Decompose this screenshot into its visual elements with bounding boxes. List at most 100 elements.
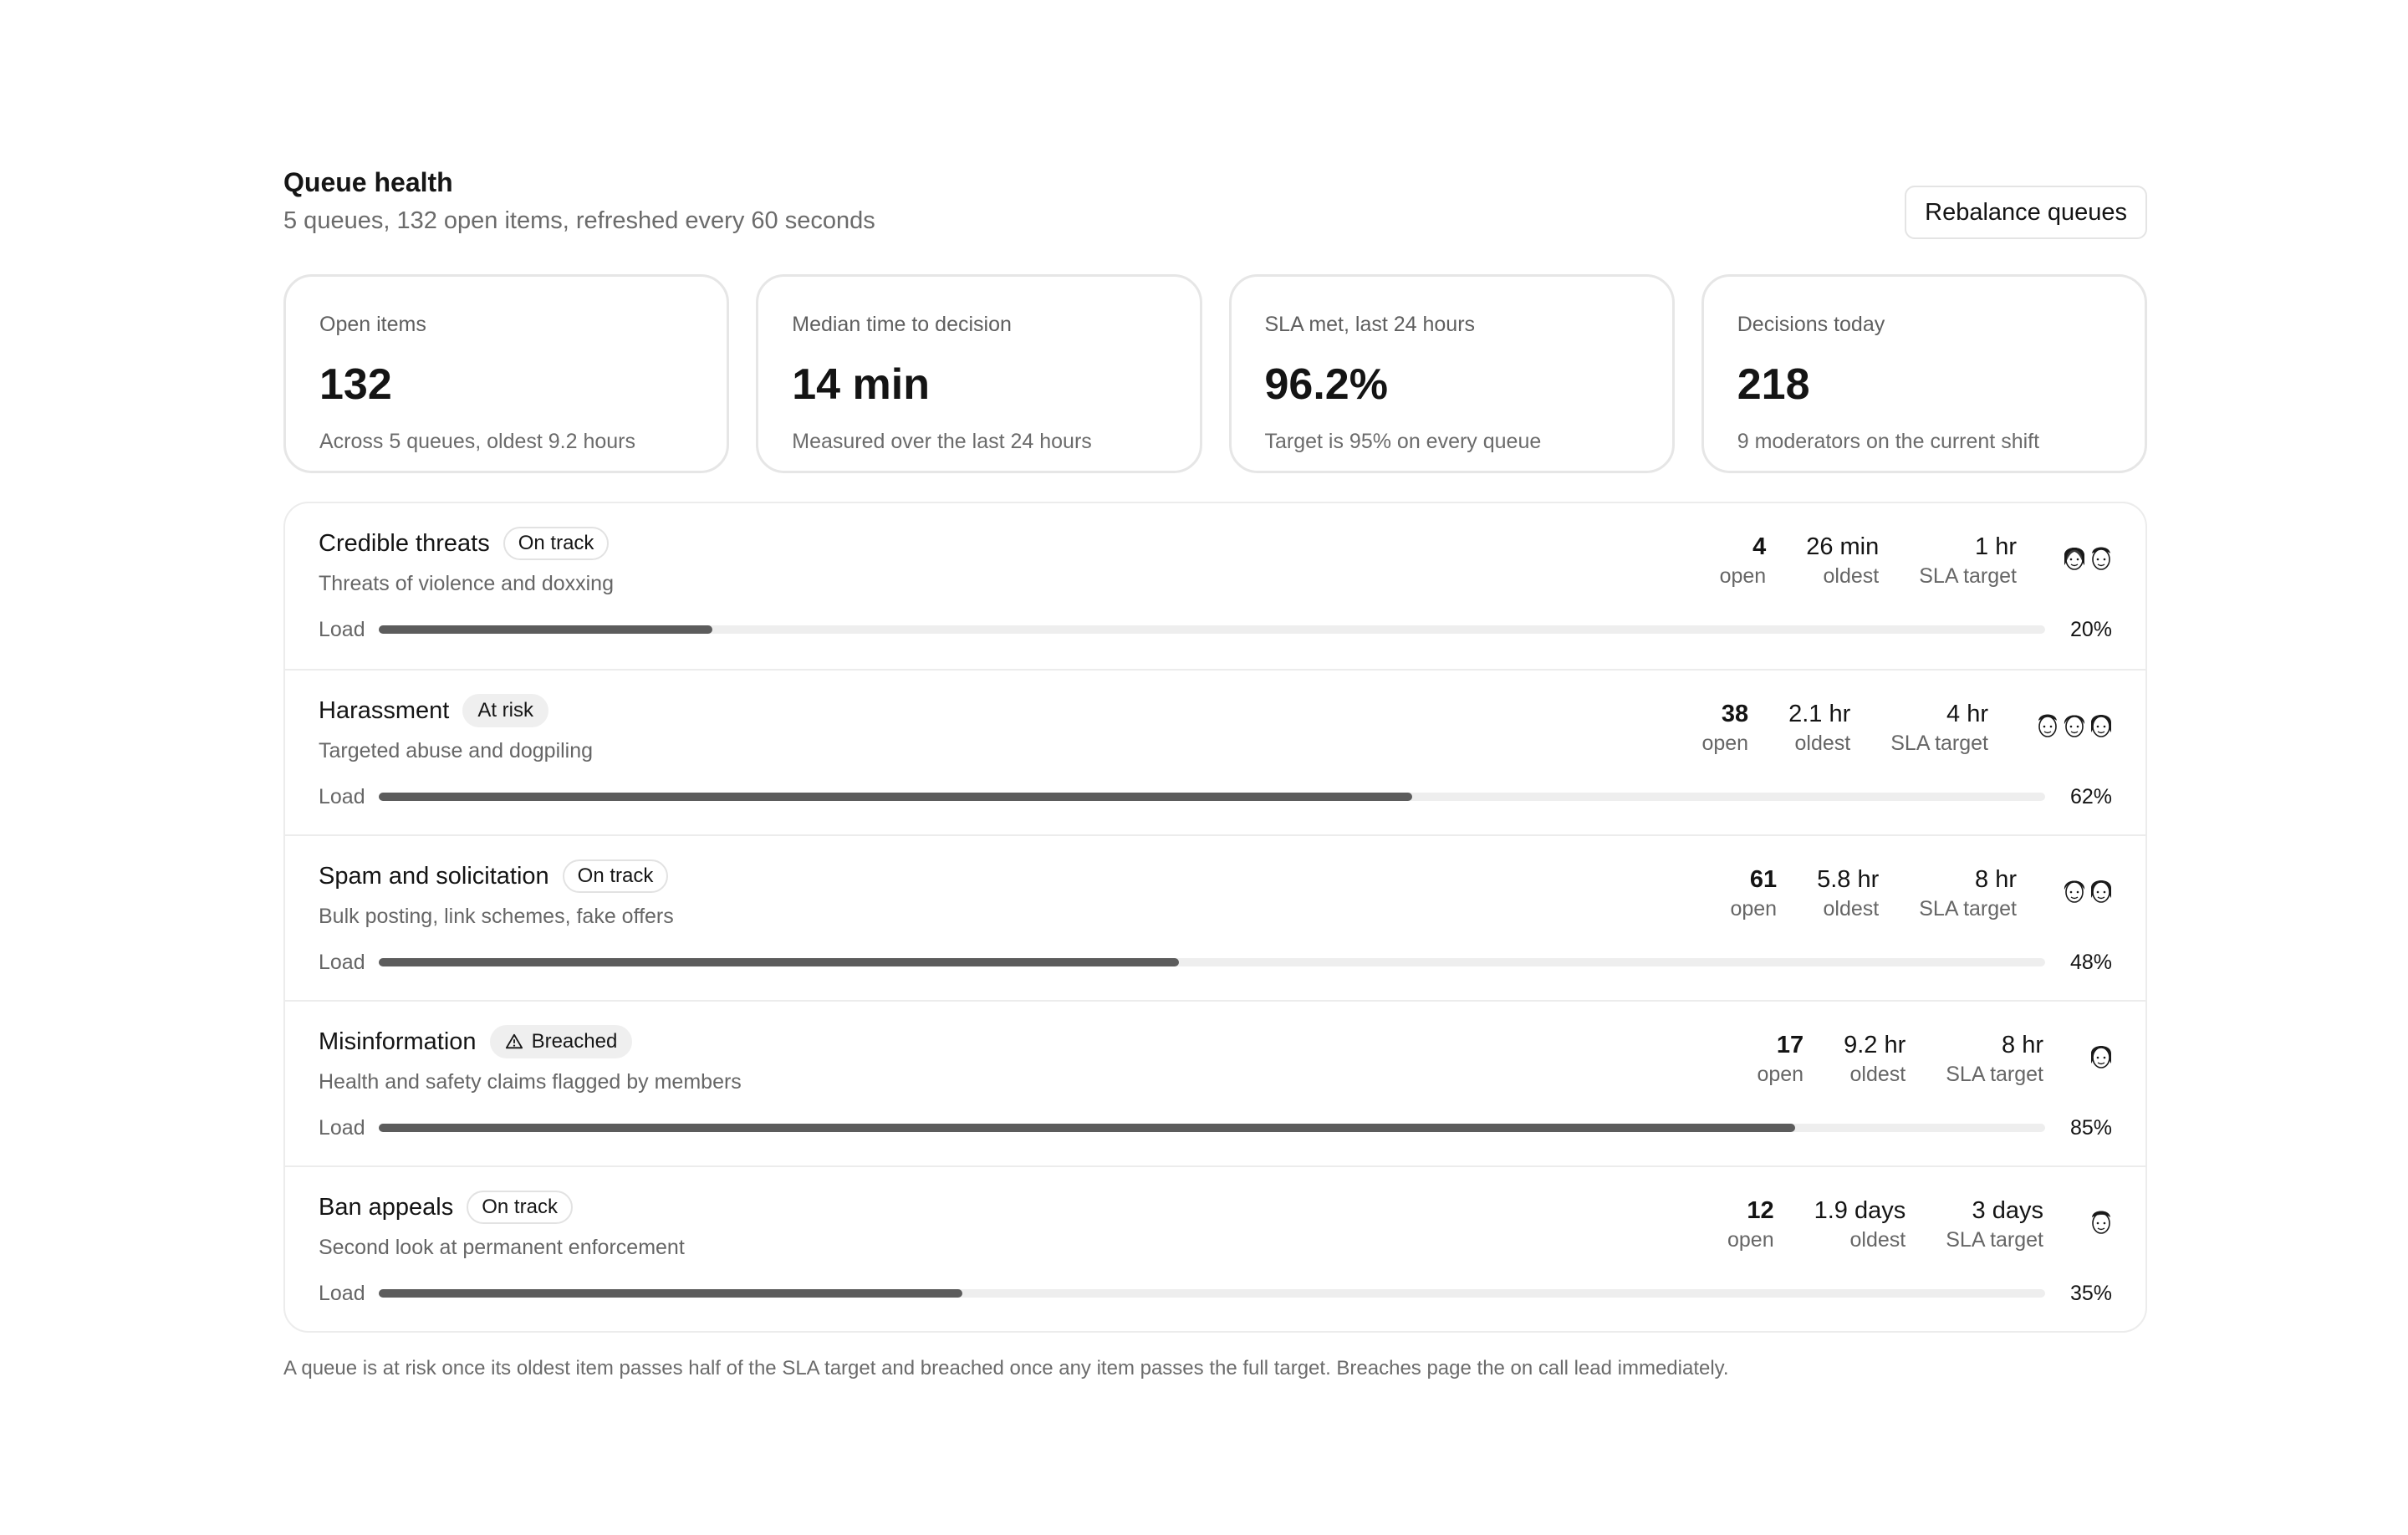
load-track [379, 1289, 2045, 1298]
metric-label: open [1701, 732, 1749, 755]
load-row: Load 62% [319, 783, 2112, 811]
queue-row-spam-and-solicitation[interactable]: Spam and solicitation On track Bulk post… [285, 834, 2145, 1000]
metric-value: 9.2 hr [1844, 1032, 1906, 1058]
metric-oldest: 26 min oldest [1806, 532, 1879, 590]
load-percent: 85% [2069, 1116, 2112, 1140]
load-label: Load [319, 1116, 365, 1140]
status-label: Breached [531, 1030, 618, 1053]
queue-description: Targeted abuse and dogpiling [319, 739, 594, 762]
metric-oldest: 1.9 days oldest [1814, 1196, 1906, 1254]
page-subtitle: 5 queues, 132 open items, refreshed ever… [283, 207, 875, 234]
queue-name: Ban appeals [319, 1193, 454, 1221]
queue-title-row: Ban appeals On track [319, 1191, 573, 1224]
status-label: On track [577, 864, 654, 887]
load-fill [379, 1124, 1796, 1132]
load-row: Load 20% [319, 615, 2112, 644]
load-track [379, 793, 2045, 801]
queue-description: Second look at permanent enforcement [319, 1236, 685, 1259]
load-percent: 48% [2069, 951, 2112, 974]
load-label: Load [319, 951, 365, 974]
metric-label: oldest [1849, 1063, 1906, 1086]
load-label: Load [319, 618, 365, 641]
footnote: A queue is at risk once its oldest item … [283, 1357, 1729, 1379]
metric-oldest: 2.1 hr oldest [1788, 699, 1850, 757]
queue-metrics: 61 open 5.8 hr oldest 8 hr SLA target [1730, 864, 2017, 923]
metric-value: 5.8 hr [1817, 866, 1880, 893]
stat-value: 132 [319, 360, 392, 409]
metric-value: 12 [1747, 1197, 1774, 1224]
metric-value: 1.9 days [1814, 1197, 1906, 1224]
metric-sla: 8 hr SLA target [1919, 864, 2017, 923]
metric-label: oldest [1823, 564, 1880, 588]
metric-label: SLA target [1919, 897, 2017, 920]
rebalance-queues-button[interactable]: Rebalance queues [1905, 186, 2147, 239]
moderator-avatar-icon [2064, 880, 2085, 903]
load-row: Load 48% [319, 948, 2112, 977]
load-fill [379, 625, 712, 634]
metric-sla: 1 hr SLA target [1919, 532, 2017, 590]
status-badge: On track [467, 1191, 573, 1224]
load-percent: 35% [2069, 1282, 2112, 1305]
load-fill [379, 958, 1179, 966]
stat-label: Median time to decision [792, 313, 1012, 336]
moderator-avatars [2089, 1204, 2115, 1239]
queue-list: Credible threats On track Threats of vio… [283, 502, 2147, 1333]
queue-row-misinformation[interactable]: Misinformation Breached Health and safet… [285, 1000, 2145, 1165]
queue-title-row: Misinformation Breached [319, 1025, 633, 1058]
queue-title-row: Credible threats On track [319, 527, 610, 560]
stat-value: 218 [1737, 360, 1810, 409]
moderator-avatar-icon [2064, 548, 2084, 570]
status-badge: On track [562, 859, 669, 893]
stat-note: Measured over the last 24 hours [792, 430, 1092, 453]
page-title: Queue health [283, 167, 453, 197]
metric-open: 17 open [1757, 1030, 1803, 1089]
metric-label: oldest [1794, 732, 1851, 755]
metric-value: 17 [1776, 1032, 1804, 1058]
queue-row-ban-appeals[interactable]: Ban appeals On track Second look at perm… [285, 1165, 2145, 1331]
queue-description: Threats of violence and doxxing [319, 572, 614, 595]
status-badge: Breached [489, 1025, 633, 1058]
stat-value: 96.2% [1264, 360, 1388, 409]
metric-value: 3 days [1972, 1197, 2043, 1224]
queue-metrics: 4 open 26 min oldest 1 hr SLA target [1720, 532, 2017, 590]
metric-open: 4 open [1720, 532, 1767, 590]
queue-metrics: 38 open 2.1 hr oldest 4 hr SLA target [1701, 699, 1988, 757]
queue-title-row: Harassment At risk [319, 694, 548, 727]
metric-open: 38 open [1701, 699, 1748, 757]
metric-value: 4 [1752, 533, 1767, 560]
metric-label: open [1757, 1063, 1804, 1086]
metric-sla: 8 hr SLA target [1946, 1030, 2043, 1089]
load-track [379, 958, 2045, 966]
queue-row-credible-threats[interactable]: Credible threats On track Threats of vio… [285, 503, 2145, 669]
load-percent: 20% [2069, 618, 2112, 641]
metric-label: open [1719, 564, 1767, 588]
metric-sla: 4 hr SLA target [1890, 699, 1988, 757]
stat-card-decisions-today: Decisions today 218 9 moderators on the … [1701, 274, 2147, 473]
load-fill [379, 1289, 962, 1298]
load-row: Load 85% [319, 1114, 2112, 1142]
load-row: Load 35% [319, 1279, 2112, 1308]
metric-value: 26 min [1806, 533, 1880, 560]
load-label: Load [319, 785, 365, 808]
metric-label: SLA target [1919, 564, 2017, 588]
metric-label: SLA target [1946, 1228, 2043, 1252]
queue-metrics: 12 open 1.9 days oldest 3 days SLA target [1727, 1196, 2043, 1254]
status-badge: At risk [462, 694, 548, 727]
stat-card-sla-met: SLA met, last 24 hours 96.2% Target is 9… [1228, 274, 1675, 473]
load-percent: 62% [2069, 785, 2112, 808]
metric-value: 2.1 hr [1788, 701, 1851, 727]
metric-value: 1 hr [1975, 533, 2017, 560]
warning-triangle-icon [505, 1033, 523, 1049]
queue-title-row: Spam and solicitation On track [319, 859, 669, 893]
moderator-avatar-icon [2092, 1211, 2110, 1234]
moderator-avatar-icon [2092, 547, 2110, 570]
metric-label: open [1727, 1228, 1774, 1252]
stat-label: SLA met, last 24 hours [1264, 313, 1476, 336]
queue-description: Bulk posting, link schemes, fake offers [319, 905, 674, 928]
moderator-avatars [2062, 540, 2115, 575]
stat-card-open-items: Open items 132 Across 5 queues, oldest 9… [283, 274, 730, 473]
queue-name: Harassment [319, 696, 450, 724]
load-track [379, 625, 2045, 634]
moderator-avatar-icon [2038, 714, 2057, 737]
queue-row-harassment[interactable]: Harassment At risk Targeted abuse and do… [285, 669, 2145, 834]
